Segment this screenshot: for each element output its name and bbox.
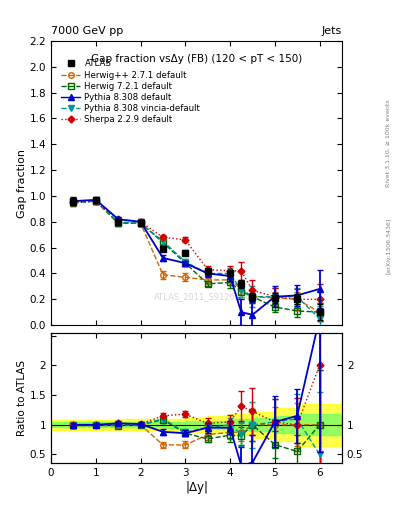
Text: ATLAS_2011_S9126244: ATLAS_2011_S9126244 bbox=[154, 292, 251, 301]
Legend: ATLAS, Herwig++ 2.7.1 default, Herwig 7.2.1 default, Pythia 8.308 default, Pythi: ATLAS, Herwig++ 2.7.1 default, Herwig 7.… bbox=[61, 59, 200, 124]
Y-axis label: Ratio to ATLAS: Ratio to ATLAS bbox=[17, 360, 27, 436]
Text: 7000 GeV pp: 7000 GeV pp bbox=[51, 26, 123, 36]
Text: Gap fraction vsΔy (FB) (120 < pT < 150): Gap fraction vsΔy (FB) (120 < pT < 150) bbox=[91, 54, 302, 64]
Text: Jets: Jets bbox=[321, 26, 342, 36]
X-axis label: |Δy|: |Δy| bbox=[185, 481, 208, 494]
Text: Rivet 3.1.10, ≥ 100k events: Rivet 3.1.10, ≥ 100k events bbox=[386, 99, 391, 187]
Text: [arXiv:1306.3436]: [arXiv:1306.3436] bbox=[386, 218, 391, 274]
Y-axis label: Gap fraction: Gap fraction bbox=[17, 148, 27, 218]
